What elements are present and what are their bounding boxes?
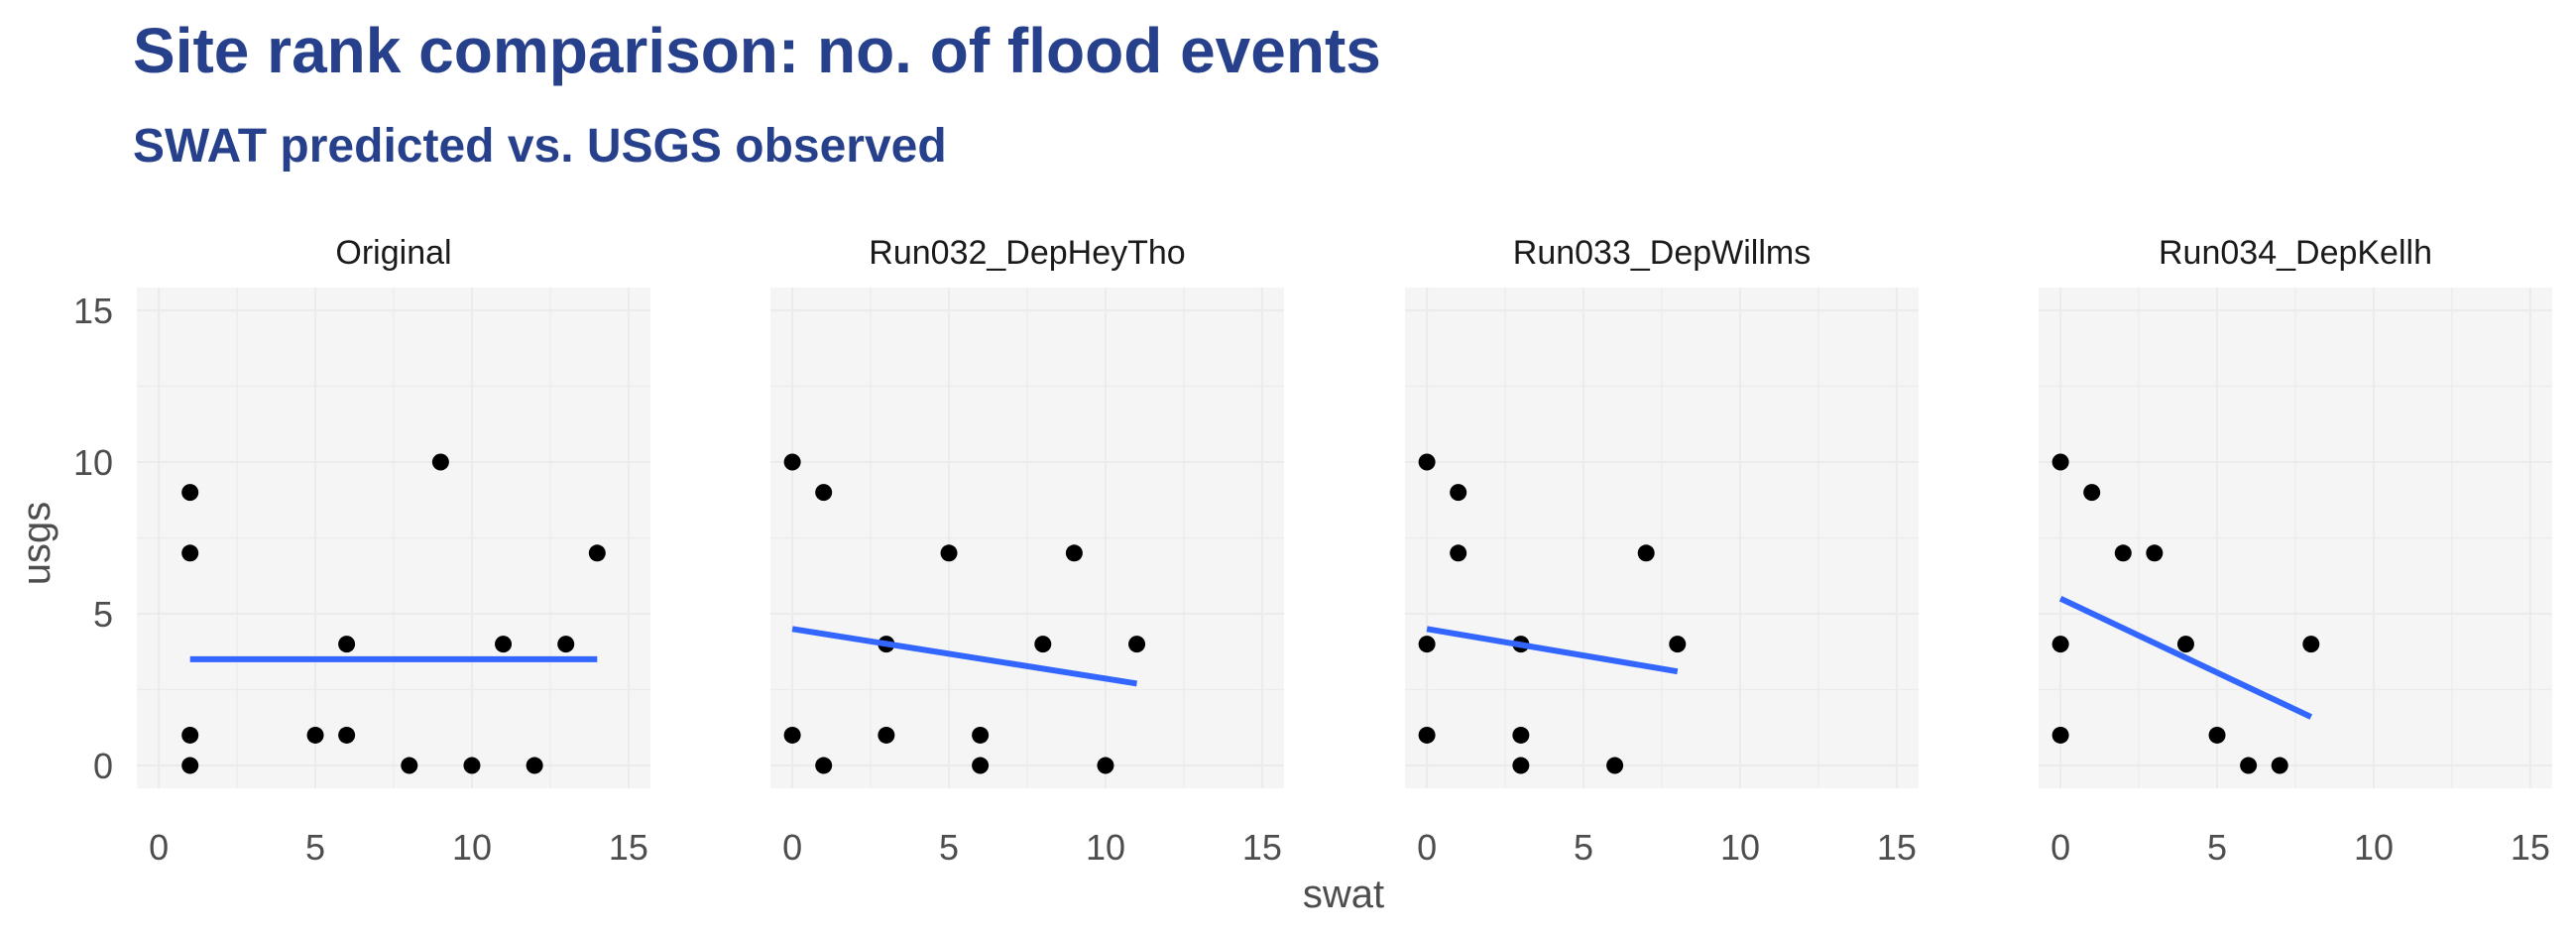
data-point	[181, 726, 199, 744]
data-point	[2114, 544, 2132, 562]
data-point	[431, 453, 449, 471]
x-tick-label: 10	[1086, 827, 1125, 868]
x-tick-label: 0	[149, 827, 169, 868]
data-point	[1637, 544, 1655, 562]
fit-line	[2058, 595, 2313, 720]
data-point	[588, 544, 606, 562]
data-point	[2051, 726, 2069, 744]
data-point	[2176, 636, 2194, 653]
facet-label: Run032_DepHeyTho	[869, 234, 1185, 272]
data-point	[2302, 636, 2320, 653]
data-point	[1418, 453, 1436, 471]
data-point	[1606, 757, 1624, 774]
data-point	[401, 757, 418, 774]
data-point	[972, 726, 990, 744]
x-tick-label: 10	[452, 827, 492, 868]
data-point	[181, 757, 199, 774]
data-point	[783, 453, 801, 471]
data-point	[1034, 636, 1052, 653]
x-tick-label: 15	[609, 827, 648, 868]
x-tick-label: 5	[1574, 827, 1593, 868]
y-tick-label: 15	[73, 291, 113, 331]
x-tick-label: 15	[1242, 827, 1282, 868]
x-tick-label: 0	[2050, 827, 2070, 868]
data-point	[940, 544, 958, 562]
facet-label: Run033_DepWillms	[1513, 234, 1811, 272]
data-point	[338, 726, 356, 744]
data-point	[815, 484, 833, 502]
data-point	[2208, 726, 2226, 744]
data-point	[1097, 757, 1114, 774]
data-point	[526, 757, 543, 774]
data-point	[557, 636, 575, 653]
data-point	[495, 636, 513, 653]
data-point	[1418, 636, 1436, 653]
y-tick-label: 5	[93, 594, 113, 635]
chart-title: Site rank comparison: no. of flood event…	[133, 15, 1381, 86]
x-tick-label: 0	[782, 827, 802, 868]
data-point	[1418, 726, 1436, 744]
y-axis-label: usgs	[15, 502, 59, 586]
data-point	[2271, 757, 2288, 774]
facet-label: Original	[335, 234, 451, 272]
x-tick-label: 15	[2511, 827, 2550, 868]
x-tick-label: 5	[2207, 827, 2227, 868]
data-point	[878, 726, 895, 744]
data-point	[972, 757, 990, 774]
data-point	[338, 636, 356, 653]
data-point	[1450, 484, 1467, 502]
data-point	[1065, 544, 1083, 562]
x-tick-label: 5	[939, 827, 959, 868]
data-point	[2240, 757, 2258, 774]
data-point	[2051, 636, 2069, 653]
x-tick-label: 0	[1417, 827, 1437, 868]
data-point	[463, 757, 481, 774]
data-point	[815, 757, 833, 774]
x-axis-label: swat	[1303, 873, 1384, 916]
data-point	[181, 544, 199, 562]
data-point	[1450, 544, 1467, 562]
data-point	[306, 726, 324, 744]
data-point	[783, 726, 801, 744]
chart-subtitle: SWAT predicted vs. USGS observed	[133, 120, 947, 173]
data-point	[1512, 757, 1530, 774]
data-point	[181, 484, 199, 502]
x-tick-label: 15	[1877, 827, 1917, 868]
y-tick-label: 0	[93, 746, 113, 786]
fit-line	[791, 626, 1138, 687]
data-point	[1128, 636, 1146, 653]
x-tick-label: 10	[1720, 827, 1760, 868]
data-point	[2083, 484, 2101, 502]
x-tick-label: 10	[2354, 827, 2394, 868]
data-point	[2146, 544, 2164, 562]
data-point	[2051, 453, 2069, 471]
facet-label: Run034_DepKellh	[2159, 234, 2432, 272]
data-point	[1512, 726, 1530, 744]
fit-line	[1426, 626, 1679, 675]
x-tick-label: 5	[305, 827, 325, 868]
data-point	[1669, 636, 1687, 653]
y-tick-label: 10	[73, 442, 113, 483]
